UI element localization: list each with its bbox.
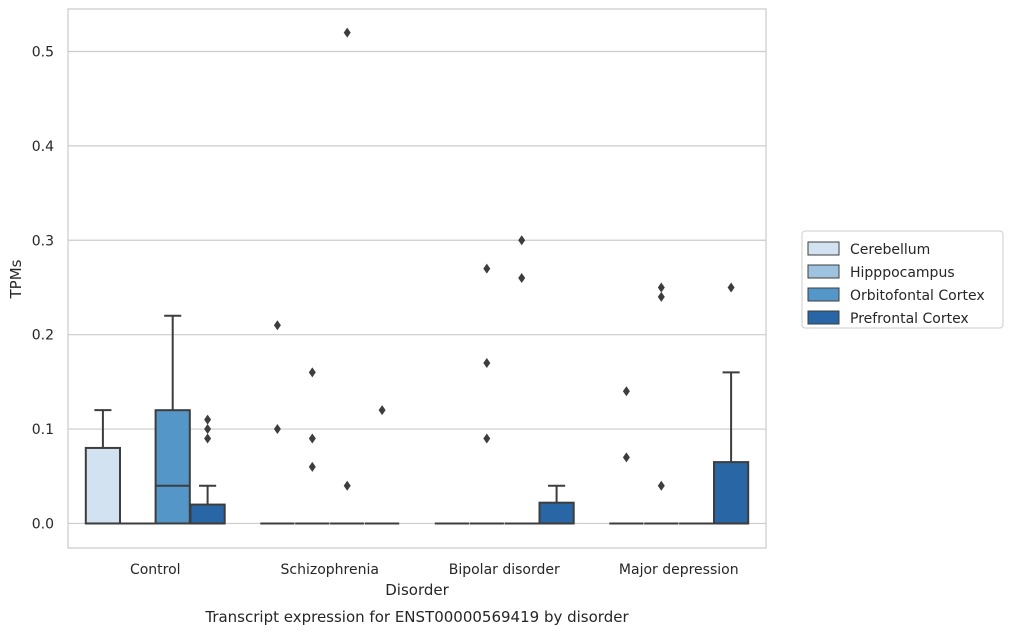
y-tick-label: 0.2 [32, 328, 54, 344]
outlier-point [378, 405, 386, 416]
y-tick-labels: 0.0 0.1 0.2 0.3 0.4 0.5 [32, 44, 54, 532]
box-orbitofontal-cortex [504, 235, 539, 525]
outlier-point [727, 282, 735, 293]
box-body [712, 461, 750, 525]
outlier-point [657, 291, 665, 302]
box-hipppocampus [644, 282, 679, 525]
outlier-point [518, 235, 526, 246]
box-body [154, 409, 191, 525]
outlier-point [657, 480, 665, 491]
outlier-point [518, 273, 526, 284]
x-tick-label: Bipolar disorder [449, 562, 560, 578]
outlier-point [308, 367, 316, 378]
box-cerebellum [260, 320, 295, 525]
box-cerebellum [609, 386, 644, 525]
box-prefrontal-cortex [538, 484, 575, 525]
outlier-point [622, 452, 630, 463]
legend-entry: Cerebellum [850, 242, 930, 258]
x-tick-label: Control [130, 562, 181, 578]
legend-swatch [807, 287, 840, 302]
outlier-point [204, 433, 212, 444]
box-body [538, 501, 575, 525]
legend-entry: Prefrontal Cortex [850, 311, 969, 327]
outlier-point [273, 320, 281, 331]
y-axis-label: TPMs [7, 259, 25, 299]
plot-area-frame [67, 8, 767, 549]
x-axis-label: Disorder [385, 581, 449, 599]
x-tick-labels: Control Schizophrenia Bipolar disorder Majo… [130, 562, 739, 578]
outlier-point [657, 282, 665, 293]
legend-entry: Hipppocampus [850, 265, 955, 281]
y-tick-label: 0.5 [32, 44, 54, 60]
legend-swatch [807, 241, 840, 256]
legend-frame [801, 230, 1004, 329]
figure-caption: Transcript expression for ENST0000056941… [204, 608, 629, 626]
box-orbitofontal-cortex [154, 314, 191, 525]
x-tick-label: Major depression [619, 562, 739, 578]
outlier-point [622, 386, 630, 397]
outlier-point [204, 424, 212, 435]
outlier-point [273, 424, 281, 435]
outlier-point [483, 357, 491, 368]
y-tick-label: 0.1 [32, 422, 54, 438]
box-hipppocampus [469, 263, 504, 525]
y-tick-label: 0.4 [32, 139, 54, 155]
box-body [84, 446, 122, 525]
outlier-point [308, 433, 316, 444]
y-tick-label: 0.0 [32, 516, 54, 532]
outlier-point [483, 263, 491, 274]
box-orbitofontal-cortex [330, 27, 365, 525]
outlier-point [204, 414, 212, 425]
outlier-point [343, 480, 351, 491]
legend: Cerebellum Hipppocampus Orbitofontal Corte… [801, 230, 1004, 329]
box-prefrontal-cortex [364, 405, 400, 525]
legend-swatch [807, 264, 840, 279]
box-hipppocampus [295, 367, 330, 525]
box-prefrontal-cortex [189, 414, 226, 525]
box-body [189, 503, 226, 525]
outlier-point [483, 433, 491, 444]
x-tick-label: Schizophrenia [281, 562, 379, 578]
box-prefrontal-cortex [712, 282, 750, 525]
box-cerebellum [84, 409, 122, 525]
outlier-point [308, 461, 316, 472]
box-groups [84, 27, 750, 525]
legend-swatch [807, 310, 840, 325]
y-tick-label: 0.3 [32, 233, 54, 249]
outlier-point [343, 27, 351, 38]
legend-entry: Orbitofontal Cortex [850, 288, 985, 304]
